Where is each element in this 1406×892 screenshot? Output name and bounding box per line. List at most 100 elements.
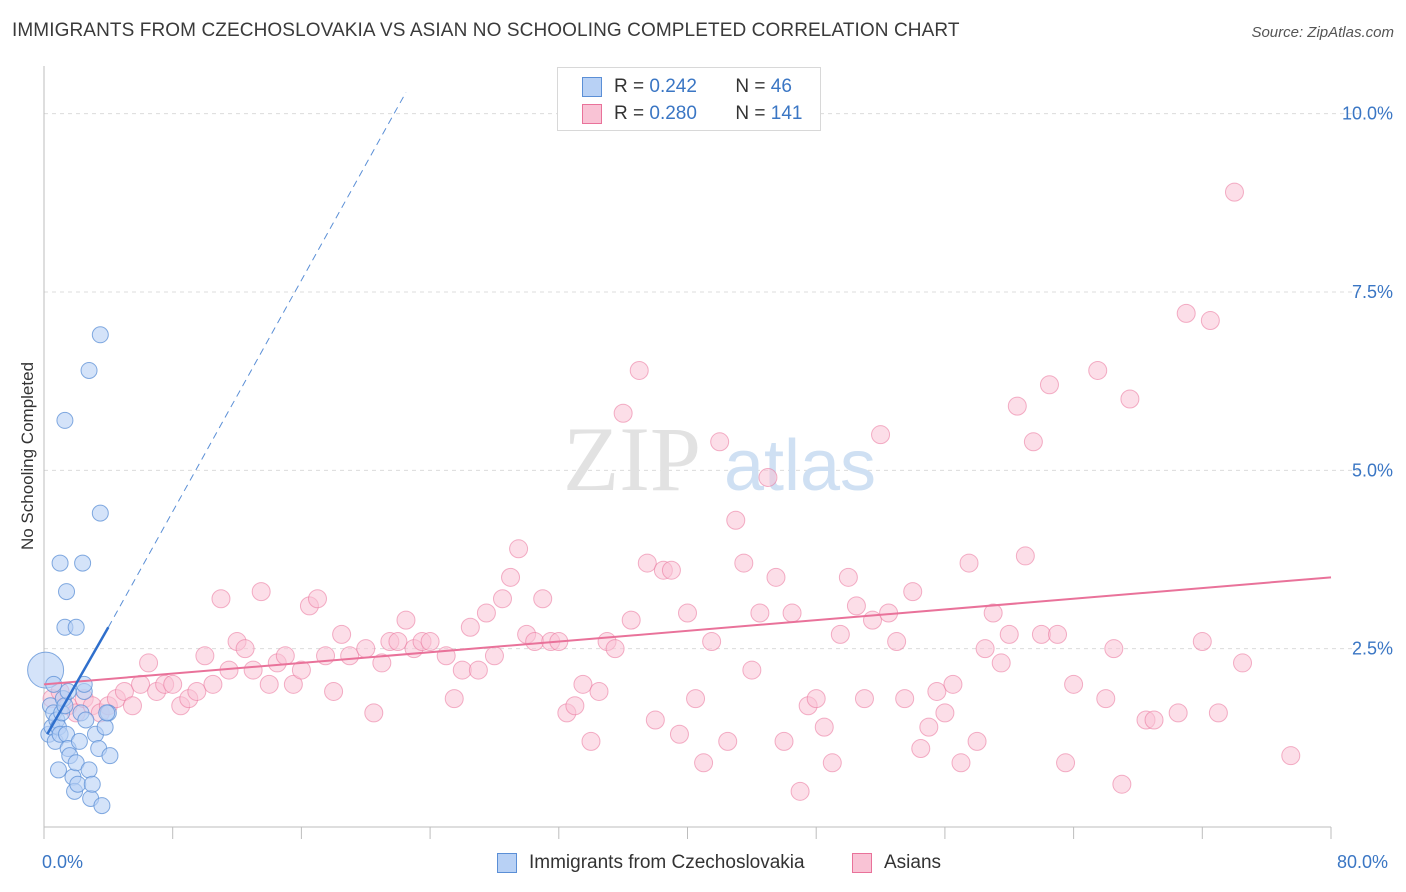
asians-point — [935, 703, 955, 723]
asians-point — [887, 632, 907, 652]
asians-point — [903, 582, 923, 602]
asians-point — [621, 610, 641, 630]
asians-point — [710, 432, 730, 452]
czech-point — [49, 761, 67, 779]
czech-trend-line — [46, 626, 110, 735]
asians-point — [999, 624, 1019, 644]
asians-point — [943, 674, 963, 694]
asians-point — [1192, 632, 1212, 652]
czech-point — [83, 775, 101, 793]
asians-point — [1096, 689, 1116, 709]
asians-point — [613, 403, 633, 423]
asians-point — [1039, 375, 1059, 395]
asians-point — [1168, 703, 1188, 723]
watermark: ZIP atlas — [563, 408, 876, 510]
legend-item-czech[interactable]: Immigrants from Czechoslovakia — [497, 852, 805, 874]
asians-point — [420, 632, 440, 652]
asians-point — [1056, 753, 1076, 773]
asians-point — [1015, 546, 1035, 566]
asians-point — [388, 632, 408, 652]
asians-point — [1208, 703, 1228, 723]
asians-point — [235, 639, 255, 659]
asians-point — [694, 753, 714, 773]
legend-swatch-czech — [497, 853, 517, 873]
asians-point — [1031, 624, 1051, 644]
asians-point — [509, 539, 529, 559]
asians-point — [283, 674, 303, 694]
asians-point — [1281, 746, 1301, 766]
legend-row-czech: R = 0.242 N = 46 — [582, 74, 792, 100]
asians-point — [1233, 653, 1253, 673]
czech-point — [96, 718, 114, 736]
asians-point — [895, 689, 915, 709]
asians-point — [806, 689, 826, 709]
asians-point — [468, 660, 488, 680]
czech-point — [51, 554, 69, 572]
asians-point — [364, 703, 384, 723]
asians-point — [476, 603, 496, 623]
asians-point — [1144, 710, 1164, 730]
asians-point — [452, 660, 472, 680]
asians-point — [122, 696, 142, 716]
asians-point — [645, 710, 665, 730]
asians-point — [1104, 639, 1124, 659]
asians-point — [863, 610, 883, 630]
asians-point — [846, 596, 866, 616]
x-tick-left: 0.0% — [42, 852, 84, 872]
asians-point — [774, 731, 794, 751]
asians-point — [525, 632, 545, 652]
asians-point — [967, 731, 987, 751]
asians-point — [734, 553, 754, 573]
legend-item-asians[interactable]: Asians — [852, 852, 941, 874]
asians-point — [766, 567, 786, 587]
asians-point — [332, 624, 352, 644]
asians-point — [460, 617, 480, 637]
asians-point — [742, 660, 762, 680]
grid-lines — [44, 113, 1361, 650]
czech-point — [101, 747, 119, 765]
asians-trend-line — [43, 576, 1332, 686]
asians-point — [927, 681, 947, 701]
czech-point — [91, 326, 109, 344]
asians-point — [396, 610, 416, 630]
asians-point — [211, 589, 231, 609]
asians-point — [678, 603, 697, 623]
asians-point — [1176, 303, 1196, 323]
legend-row-asians: R = 0.280 N = 141 — [582, 101, 802, 127]
asians-point — [589, 681, 609, 701]
czech-point — [67, 618, 85, 636]
watermark-atlas: atlas — [724, 426, 876, 506]
asians-points — [42, 182, 1301, 801]
asians-point — [782, 603, 802, 623]
asians-point — [1048, 624, 1068, 644]
legend-r-label: R = — [614, 103, 645, 124]
asians-point — [444, 689, 464, 709]
asians-point — [911, 739, 931, 759]
series-legend: Immigrants from Czechoslovakia Asians — [0, 852, 1406, 878]
legend-n-value-czech: 46 — [770, 76, 792, 97]
asians-point — [1007, 396, 1027, 416]
asians-point — [669, 724, 689, 744]
asians-point — [1023, 432, 1043, 452]
chart-title: IMMIGRANTS FROM CZECHOSLOVAKIA VS ASIAN … — [12, 20, 960, 41]
legend-swatch-asians — [582, 104, 602, 124]
asians-point — [372, 653, 392, 673]
asians-point — [114, 681, 134, 701]
czech-point — [56, 411, 74, 429]
asians-point — [637, 553, 657, 573]
x-tick-right: 80.0% — [1337, 852, 1389, 872]
watermark-zip: ZIP — [563, 408, 701, 510]
asians-point — [983, 603, 1003, 623]
asians-point — [702, 632, 722, 652]
asians-point — [581, 731, 601, 751]
asians-point — [259, 674, 279, 694]
czech-point — [67, 754, 85, 772]
asians-point — [726, 510, 746, 530]
asians-point — [356, 639, 376, 659]
asians-point — [1224, 182, 1244, 202]
asians-point — [187, 681, 207, 701]
czech-trend-extension — [107, 92, 407, 628]
asians-point — [131, 674, 151, 694]
asians-point — [307, 589, 327, 609]
asians-point — [340, 646, 360, 666]
